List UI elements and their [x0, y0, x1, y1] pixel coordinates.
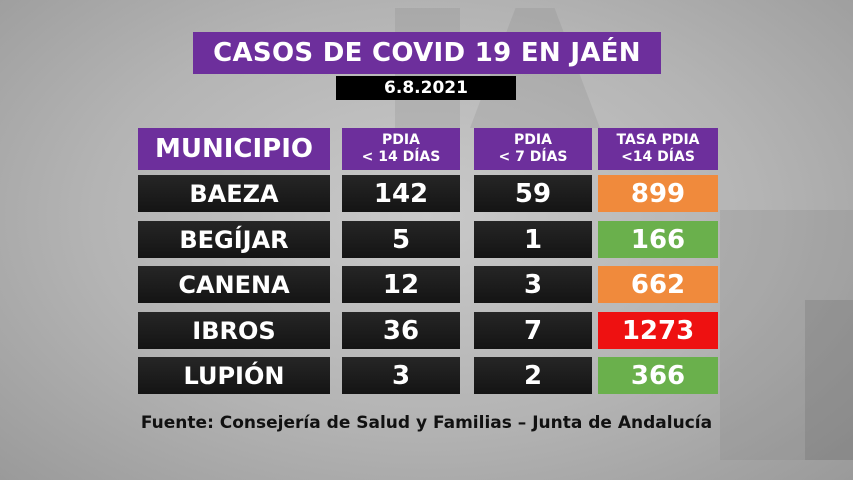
column-header-line2: < 14 DÍAS — [361, 149, 441, 165]
column-header-line1: PDIA — [514, 132, 552, 148]
column-header-tasa-pdia: TASA PDIA <14 DÍAS — [598, 128, 718, 170]
chart-title: CASOS DE COVID 19 EN JAÉN — [193, 32, 661, 74]
cell-pdia-14: 12 — [342, 266, 460, 303]
column-header-line2: <14 DÍAS — [621, 149, 695, 165]
cell-municipio: BAEZA — [138, 175, 330, 212]
cell-municipio: BEGÍJAR — [138, 221, 330, 258]
cell-pdia-7: 7 — [474, 312, 592, 349]
column-header-municipio: MUNICIPIO — [138, 128, 330, 170]
cell-pdia-7: 1 — [474, 221, 592, 258]
column-header-line1: TASA PDIA — [616, 132, 700, 148]
column-header-line1: PDIA — [382, 132, 420, 148]
column-header-pdia-14: PDIA < 14 DÍAS — [342, 128, 460, 170]
column-header-line2: < 7 DÍAS — [498, 149, 568, 165]
cell-pdia-7: 2 — [474, 357, 592, 394]
cell-pdia-7: 59 — [474, 175, 592, 212]
cell-pdia-14: 5 — [342, 221, 460, 258]
background-shape — [805, 300, 853, 460]
chart-date: 6.8.2021 — [336, 76, 516, 100]
cell-pdia-14: 36 — [342, 312, 460, 349]
column-header-label: MUNICIPIO — [154, 133, 313, 164]
cell-tasa-pdia: 166 — [598, 221, 718, 258]
cell-tasa-pdia: 366 — [598, 357, 718, 394]
cell-municipio: CANENA — [138, 266, 330, 303]
source-note: Fuente: Consejería de Salud y Familias –… — [140, 413, 713, 433]
cell-municipio: LUPIÓN — [138, 357, 330, 394]
column-header-pdia-7: PDIA < 7 DÍAS — [474, 128, 592, 170]
background-shape — [720, 210, 853, 460]
cell-municipio: IBROS — [138, 312, 330, 349]
cell-pdia-14: 142 — [342, 175, 460, 212]
cell-tasa-pdia: 662 — [598, 266, 718, 303]
cell-pdia-7: 3 — [474, 266, 592, 303]
cell-tasa-pdia: 899 — [598, 175, 718, 212]
cell-tasa-pdia: 1273 — [598, 312, 718, 349]
cell-pdia-14: 3 — [342, 357, 460, 394]
